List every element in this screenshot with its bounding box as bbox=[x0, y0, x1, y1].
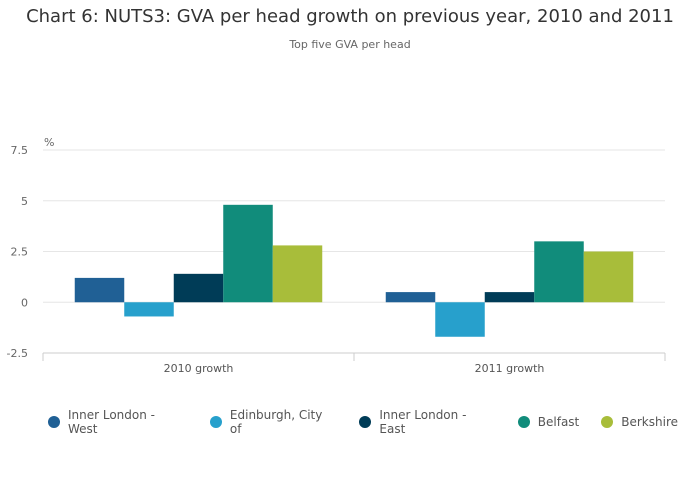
y-tick-label: 2.5 bbox=[11, 246, 29, 259]
legend: Inner London - West Edinburgh, City of I… bbox=[48, 408, 700, 436]
legend-swatch bbox=[209, 416, 222, 428]
legend-item-edinburgh[interactable]: Edinburgh, City of bbox=[209, 408, 337, 436]
bar-chart: 7.5 5 2.5 0 -2.5% 2010 growth 2011 growth bbox=[7, 136, 666, 375]
bar bbox=[124, 302, 174, 317]
bar bbox=[583, 251, 634, 303]
bar bbox=[435, 302, 485, 337]
legend-item-inner-london-east[interactable]: Inner London - East bbox=[359, 408, 495, 436]
y-tick-label: -2.5 bbox=[7, 347, 28, 360]
legend-label: Edinburgh, City of bbox=[229, 408, 323, 436]
legend-swatch bbox=[601, 416, 614, 428]
legend-swatch bbox=[517, 416, 530, 428]
bar bbox=[173, 273, 224, 303]
x-tick-label: 2010 growth bbox=[164, 362, 234, 375]
legend-item-inner-london-west[interactable]: Inner London - West bbox=[48, 408, 188, 436]
legend-item-berkshire[interactable]: Berkshire bbox=[601, 415, 678, 429]
legend-swatch bbox=[48, 416, 60, 428]
bar bbox=[385, 292, 436, 303]
bar bbox=[484, 292, 535, 303]
y-axis-label: % bbox=[44, 136, 54, 149]
bar bbox=[534, 241, 584, 303]
y-tick-label: 0 bbox=[21, 296, 28, 309]
x-tick-label: 2011 growth bbox=[475, 362, 545, 375]
legend-label: Berkshire bbox=[621, 415, 678, 429]
legend-item-belfast[interactable]: Belfast bbox=[517, 415, 580, 429]
chart-title: Chart 6: NUTS3: GVA per head growth on p… bbox=[26, 6, 674, 27]
bar bbox=[223, 204, 273, 303]
legend-label: Belfast bbox=[537, 415, 580, 429]
legend-label: Inner London - West bbox=[67, 408, 155, 436]
bar bbox=[74, 277, 125, 303]
bar bbox=[272, 245, 323, 303]
y-tick-label: 7.5 bbox=[11, 144, 29, 157]
y-tick-label: 5 bbox=[21, 195, 28, 208]
legend-label: Inner London - East bbox=[379, 408, 467, 436]
chart-subtitle: Top five GVA per head bbox=[289, 38, 411, 51]
legend-swatch bbox=[359, 416, 372, 428]
